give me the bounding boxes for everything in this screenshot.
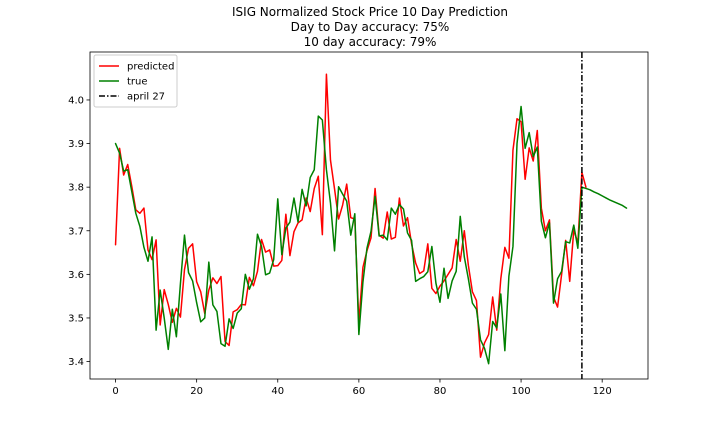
title-line-2: Day to Day accuracy: 75% — [291, 20, 450, 34]
y-tick-label-4.0: 4.0 — [68, 95, 84, 106]
y-tick-label-3.7: 3.7 — [68, 226, 84, 237]
y-tick-label-3.4: 3.4 — [68, 357, 84, 368]
x-tick-label-40: 40 — [271, 386, 284, 397]
y-tick-label-3.5: 3.5 — [68, 313, 84, 324]
axes-frame — [89, 51, 649, 380]
plot-area: 0 20 40 60 80 100 120 3.4 3.5 3.6 3.7 3.8 3.9 4.0 — [68, 51, 649, 397]
legend-label-april-27: april 27 — [127, 92, 165, 103]
x-tick-label-120: 120 — [593, 386, 612, 397]
chart-title: ISIG Normalized Stock Price 10 Day Predi… — [232, 5, 508, 49]
x-tick-label-60: 60 — [352, 386, 365, 397]
legend-label-true: true — [127, 77, 148, 88]
title-line-3: 10 day accuracy: 79% — [304, 35, 437, 49]
x-tick-label-80: 80 — [434, 386, 447, 397]
series-line-true — [114, 105, 628, 365]
x-tick-label-20: 20 — [190, 386, 203, 397]
y-tick-label-3.9: 3.9 — [68, 139, 84, 150]
legend-frame — [93, 54, 178, 108]
legend: predicted true april 27 — [93, 54, 178, 108]
x-tick-label-100: 100 — [512, 386, 531, 397]
x-tick-label-0: 0 — [112, 386, 118, 397]
y-tick-label-3.8: 3.8 — [68, 183, 84, 194]
y-tick-label-3.6: 3.6 — [68, 270, 84, 281]
series-line-predicted — [114, 73, 587, 358]
title-line-1: ISIG Normalized Stock Price 10 Day Predi… — [232, 5, 508, 19]
legend-label-predicted: predicted — [127, 62, 174, 73]
